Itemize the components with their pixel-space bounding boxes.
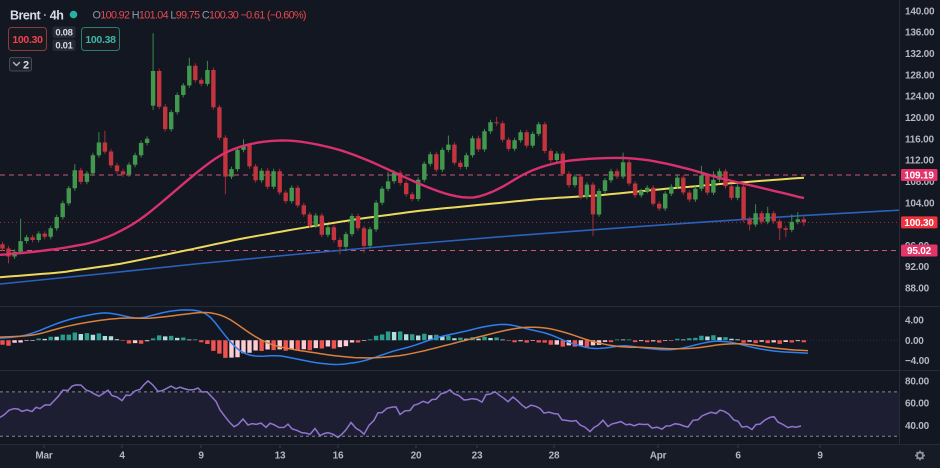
svg-text:100.30: 100.30	[12, 34, 43, 46]
svg-text:20: 20	[411, 451, 422, 462]
svg-text:0.01: 0.01	[55, 40, 73, 51]
svg-text:0.08: 0.08	[55, 27, 72, 38]
svg-text:O100.92 H101.04 L99.75 C100.30: O100.92 H101.04 L99.75 C100.30 −0.61 (−0…	[93, 10, 306, 22]
svg-text:120.00: 120.00	[905, 113, 935, 124]
svg-text:124.00: 124.00	[905, 92, 935, 103]
svg-text:Mar: Mar	[35, 451, 52, 462]
svg-text:9: 9	[198, 451, 204, 462]
svg-text:28: 28	[549, 451, 560, 462]
svg-text:80.00: 80.00	[905, 376, 930, 387]
svg-text:2: 2	[23, 60, 29, 72]
svg-text:136.00: 136.00	[905, 28, 935, 39]
svg-text:40.00: 40.00	[905, 421, 930, 432]
svg-text:4.00: 4.00	[905, 316, 924, 327]
svg-text:13: 13	[275, 451, 286, 462]
svg-text:60.00: 60.00	[905, 399, 930, 410]
svg-text:100.38: 100.38	[85, 34, 116, 46]
svg-text:0.00: 0.00	[905, 336, 924, 347]
svg-text:4: 4	[119, 451, 125, 462]
svg-text:140.00: 140.00	[905, 6, 935, 17]
svg-text:132.00: 132.00	[905, 49, 935, 60]
svg-text:104.00: 104.00	[905, 198, 935, 209]
svg-text:9: 9	[817, 451, 823, 462]
svg-text:108.00: 108.00	[905, 177, 935, 188]
svg-text:Brent · 4h: Brent · 4h	[10, 9, 63, 23]
svg-text:Apr: Apr	[650, 451, 667, 462]
svg-text:128.00: 128.00	[905, 70, 935, 81]
svg-text:23: 23	[472, 451, 483, 462]
svg-text:6: 6	[735, 451, 741, 462]
svg-text:112.00: 112.00	[905, 156, 934, 167]
svg-text:109.19: 109.19	[904, 171, 934, 182]
svg-text:100.30: 100.30	[904, 218, 934, 229]
svg-text:116.00: 116.00	[905, 134, 934, 145]
svg-text:−4.00: −4.00	[905, 356, 930, 367]
svg-text:88.00: 88.00	[905, 284, 930, 295]
svg-text:92.00: 92.00	[905, 262, 930, 273]
svg-text:16: 16	[333, 451, 344, 462]
svg-text:95.02: 95.02	[907, 246, 932, 257]
